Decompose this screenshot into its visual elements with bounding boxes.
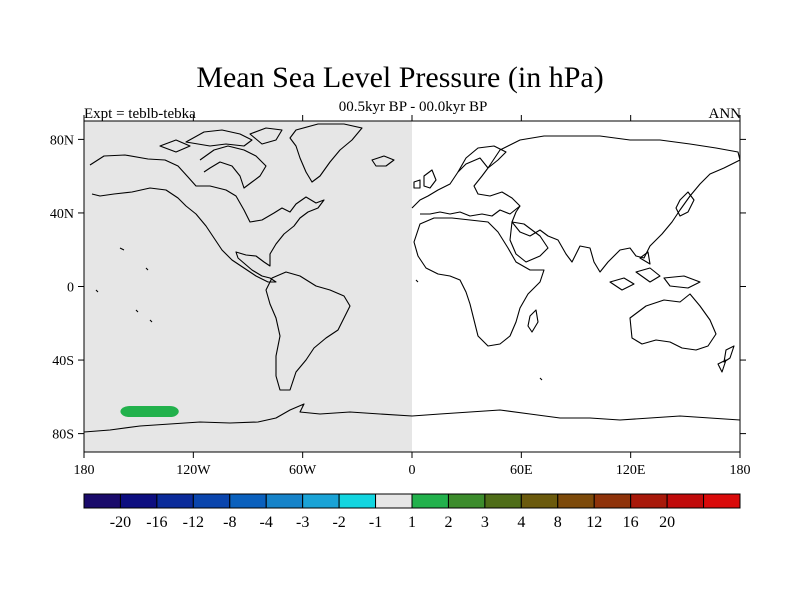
western-hemisphere-shading <box>84 121 412 452</box>
lon-tick-label: 120W <box>176 463 211 478</box>
colorbar-swatch <box>156 493 194 509</box>
colorbar-swatch <box>447 493 486 509</box>
coastline-small-islands <box>95 247 543 381</box>
colorbar-label: 2 <box>444 514 452 531</box>
lat-tick-label: 80N <box>50 133 74 148</box>
colorbar-swatch <box>666 493 705 509</box>
colorbar-swatch <box>557 493 595 509</box>
coastlines <box>84 123 740 433</box>
coastline-north-america <box>89 154 325 283</box>
colorbar-swatch <box>411 493 449 509</box>
coastline-australia <box>629 293 717 351</box>
colorbar-label: -20 <box>110 514 131 531</box>
colorbar-swatch <box>338 493 377 509</box>
colorbar-label: -16 <box>146 514 167 531</box>
coastline-se-asia-islands <box>609 251 701 291</box>
coastline-scandinavia <box>457 145 507 173</box>
colorbar-swatch <box>375 493 413 509</box>
coastline-africa <box>413 217 545 347</box>
colorbar-label: 4 <box>517 514 525 531</box>
colorbar: -20 -16 -12 -8 -4 -3 -2 -1 1 2 3 4 8 12 16 20 <box>83 493 741 531</box>
lat-tick-label: 0 <box>67 281 74 296</box>
colorbar-swatch <box>119 493 158 509</box>
colorbar-swatch <box>192 493 231 509</box>
colorbar-label: -12 <box>183 514 204 531</box>
lat-tick-label: 80S <box>52 428 74 443</box>
lon-tick-label: 180 <box>74 463 95 478</box>
colorbar-swatch <box>83 493 121 509</box>
lon-tick-label: 120E <box>616 463 646 478</box>
colorbar-swatch <box>520 493 559 509</box>
colorbar-label: 1 <box>408 514 416 531</box>
coastline-europe <box>411 157 521 217</box>
colorbar-label: -1 <box>369 514 382 531</box>
coastline-arctic-islands <box>159 127 283 153</box>
colorbar-swatch <box>229 493 267 509</box>
coastline-arabia <box>509 221 549 263</box>
colorbar-label: 16 <box>623 514 639 531</box>
colorbar-swatch <box>265 493 304 509</box>
colorbar-label: 20 <box>659 514 675 531</box>
map-subtitle: 00.5kyr BP - 00.0kyr BP <box>338 99 488 115</box>
colorbar-swatch <box>484 493 522 509</box>
lon-tick-label: 0 <box>409 463 416 478</box>
lat-tick-label: 40N <box>50 207 74 222</box>
colorbar-label: -8 <box>223 514 236 531</box>
colorbar-label: -4 <box>260 514 273 531</box>
colorbar-swatch <box>593 493 632 509</box>
coastline-british-isles <box>413 169 437 189</box>
coastline-antarctica <box>84 403 740 433</box>
anomaly-patch <box>120 406 179 418</box>
colorbar-label: 3 <box>481 514 489 531</box>
season-label: ANN <box>708 106 742 122</box>
colorbar-swatch <box>302 493 340 509</box>
colorbar-label: 8 <box>554 514 562 531</box>
colorbar-label: -2 <box>332 514 345 531</box>
colorbar-label: -3 <box>296 514 309 531</box>
coastline-south-america <box>265 271 351 391</box>
coastline-canadian-arctic <box>199 145 267 189</box>
colorbar-swatch <box>703 493 741 509</box>
coastline-greenland <box>289 123 363 183</box>
coastline-madagascar <box>527 309 539 333</box>
colorbar-label: 12 <box>586 514 602 531</box>
colorbar-swatch <box>630 493 668 509</box>
lon-tick-label: 180 <box>730 463 751 478</box>
eastern-hemisphere-shading <box>412 121 740 452</box>
coastline-new-zealand <box>717 345 735 373</box>
coastline-asia <box>487 135 740 273</box>
lon-tick-label: 60E <box>510 463 533 478</box>
coastline-japan <box>675 191 695 217</box>
lat-tick-label: 40S <box>52 354 74 369</box>
coastline-iceland <box>371 155 395 167</box>
experiment-label: Expt = teblb-tebka <box>84 106 196 122</box>
axis-ticks: 180 120W 60W 0 60E 120E 180 80N 40N 0 40S 80S <box>50 115 751 478</box>
lon-tick-label: 60W <box>289 463 317 478</box>
map-title: Mean Sea Level Pressure (in hPa) <box>196 61 604 94</box>
